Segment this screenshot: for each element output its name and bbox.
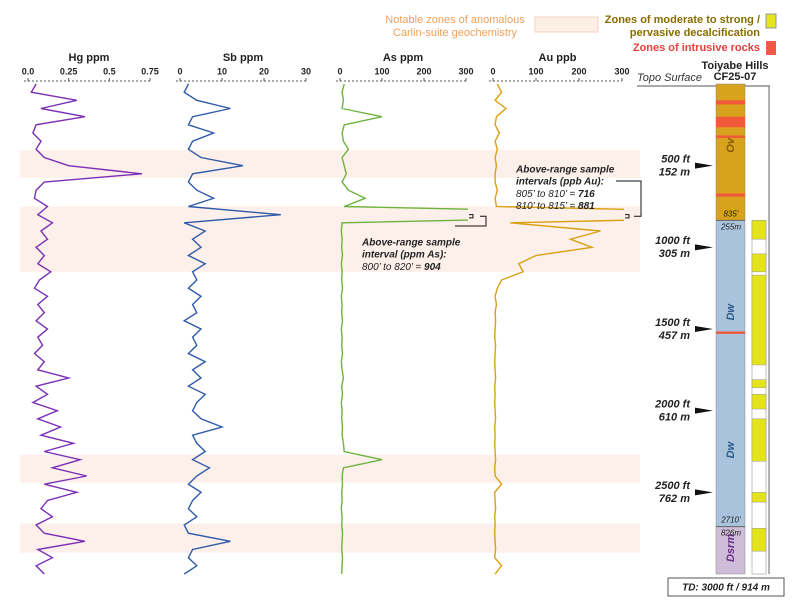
x-tick-label: 0 [490,66,495,76]
decalc-zone [751,379,767,389]
annotation: intervals (ppb Au): [516,177,604,188]
track-title: Sb ppm [223,52,264,64]
depth-arrow [695,162,713,169]
x-tick-label: 300 [614,66,629,76]
annotation-row: 805’ to 810’ = 716 [516,189,595,200]
x-tick-label: 0 [337,66,342,76]
annotation-text: 800’ to 820’ = [362,262,424,273]
geochem-zone [20,206,640,272]
depth-arrow [695,326,713,332]
legend-geochem: Carlin-suite geochemistry [393,27,518,39]
x-tick-label: 300 [458,66,473,76]
depth-ft: 2500 ft [654,480,691,492]
log-curve [182,83,281,575]
boundary-ft: 835’ [723,209,738,218]
unit-label: Ov [725,137,737,153]
decalc-zone [751,253,767,273]
unit-label: Dw [725,303,737,321]
unit-label: Dw [725,440,737,458]
log-curve [493,83,624,575]
decalc-zone [751,492,767,503]
depth-ft: 500 ft [661,154,691,166]
annotation-value: 716 [578,189,595,200]
decalc-zone [751,528,767,552]
annotation: Above-range sample [515,165,615,176]
annotation-value: 904 [424,262,441,273]
depth-ft: 1000 ft [655,235,691,247]
x-tick-label: 0.0 [22,66,35,76]
track-title: As ppm [383,52,424,64]
annotation-text: 810’ to 815’ = [516,201,578,212]
log-curve [30,83,142,575]
boundary-m: 826m [721,529,741,538]
decalc-zone [751,418,767,462]
unit-label: Dsrm [725,534,737,562]
annotation: interval (ppm As): [362,250,447,261]
x-tick-label: 10 [217,66,227,76]
legend-decalc: Zones of moderate to strong / [605,14,760,26]
decalc-zone [751,220,767,240]
legend-swatch [765,13,777,29]
depth-m: 610 m [659,412,690,424]
x-tick-label: 30 [301,66,311,76]
depth-ft: 1500 ft [655,317,691,329]
depth-arrow [695,407,713,414]
topo-label: Topo Surface [637,72,702,84]
decalc-zone [751,274,767,366]
x-tick-label: 0.25 [60,66,78,76]
geochem-zone [20,150,640,178]
legend-swatch [534,16,599,33]
boundary-ft: 2710’ [720,516,741,525]
intrusive-zone [716,331,745,334]
log-curve [340,83,468,575]
annotation: Above-range sample [361,238,461,249]
decalc-zone [751,394,767,410]
x-tick-label: 200 [416,66,431,76]
legend-decalc: pervasive decalcification [630,27,761,39]
depth-arrow [695,244,713,251]
legend-intrusive: Zones of intrusive rocks [633,42,760,54]
intrusive-zone [716,135,745,138]
depth-m: 762 m [659,493,690,505]
legend-geochem: Notable zones of anomalous [385,14,525,26]
depth-m: 305 m [659,248,690,260]
annotation-row: 800’ to 820’ = 904 [362,262,441,273]
well-title: CF25-07 [714,71,757,83]
track-title: Hg ppm [69,52,110,64]
intrusive-zone [716,100,745,105]
x-tick-label: 0 [177,66,182,76]
track-title: Au ppb [539,52,577,64]
x-tick-label: 20 [259,66,269,76]
annotation-value: 881 [578,201,595,212]
td-box [667,577,785,597]
x-tick-label: 0.5 [103,66,116,76]
leader [616,180,642,217]
intrusive-zone [716,116,745,128]
x-tick-label: 200 [571,66,586,76]
td-label: TD: 3000 ft / 914 m [682,583,770,594]
depth-m: 457 m [658,330,690,342]
depth-ft: 2000 ft [654,399,691,411]
bracket [469,214,474,219]
bracket [625,214,630,219]
unit [715,83,746,221]
leader [455,215,487,227]
legend-swatch [766,41,776,55]
well-title: Toiyabe Hills [701,60,768,72]
annotation-text: 805’ to 810’ = [516,189,578,200]
x-tick-label: 100 [374,66,389,76]
boundary-m: 255m [720,222,741,231]
depth-m: 152 m [659,167,690,179]
depth-arrow [695,489,713,496]
geochem-zone [20,454,640,483]
geochem-zone [20,523,640,553]
unit [715,526,746,575]
x-tick-label: 100 [528,66,543,76]
unit [715,220,746,527]
annotation-row: 810’ to 815’ = 881 [516,201,595,212]
x-tick-label: 0.75 [141,66,159,76]
intrusive-zone [716,193,745,197]
